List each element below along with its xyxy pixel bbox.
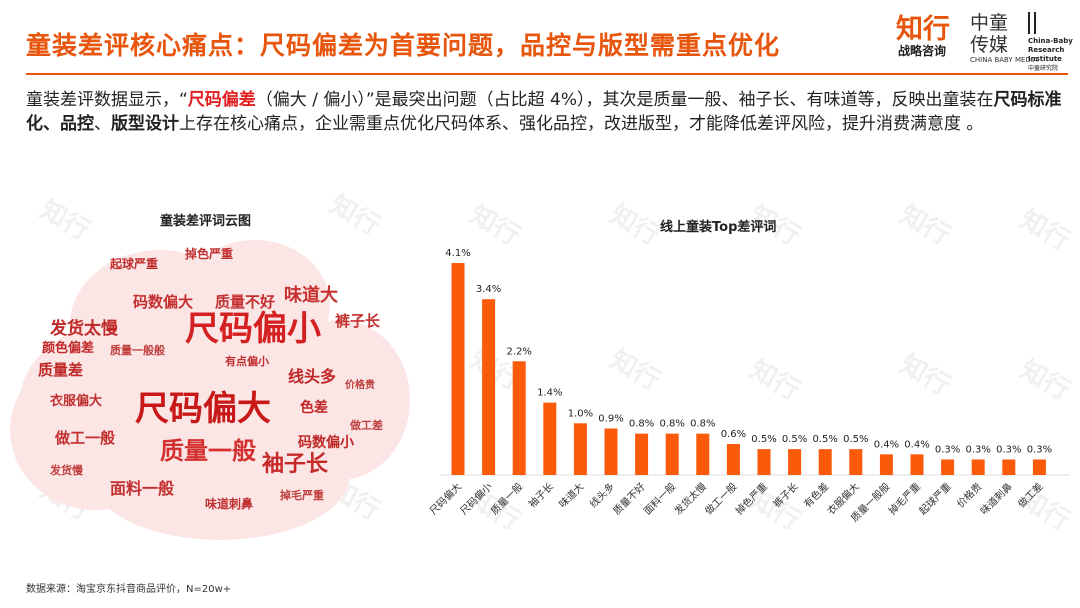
- data-label: 0.5%: [812, 434, 837, 445]
- category-label: 起球严重: [916, 480, 953, 517]
- bar: [696, 433, 710, 475]
- page-title: 童装差评核心痛点：尺码偏差为首要问题，品控与版型需重点优化: [26, 31, 781, 60]
- wordcloud-word: 质量一般: [160, 437, 256, 465]
- wordcloud-word: 发货慢: [50, 464, 83, 477]
- bar: [1002, 459, 1016, 475]
- category-label: 有色差: [801, 480, 831, 510]
- wordcloud-word: 尺码偏大: [135, 389, 271, 429]
- wordcloud: 尺码偏小尺码偏大质量一般 袖子长 码数偏大 质量不好 味道大发货太慢线头多 裤子长 掉色严重…: [10, 240, 410, 560]
- wordcloud-word: 掉毛严重: [280, 489, 324, 502]
- wordcloud-word: 味道大: [284, 285, 338, 306]
- wordcloud-word: 袖子长: [262, 452, 329, 477]
- chart-title: 线上童装Top差评词: [660, 220, 777, 235]
- category-label: 质量一般: [488, 480, 525, 517]
- wordcloud-word: 做工一般: [55, 429, 116, 447]
- wordcloud-word: 码数偏小: [298, 435, 354, 451]
- data-label: 0.8%: [629, 419, 654, 430]
- category-label: 袖子长: [526, 480, 556, 510]
- category-label: 尺码偏大: [427, 480, 464, 517]
- category-label: 做工差: [1015, 480, 1045, 510]
- wordcloud-word: 码数偏大: [133, 293, 194, 311]
- wordcloud-word: 味道刺鼻: [205, 497, 254, 511]
- bar-chart: 4.1% 尺码偏大 3.4% 尺码偏小 2.2% 质量一般 1.4% 袖子长 1.0% 味道大 0.…: [427, 248, 1070, 524]
- wordcloud-word: 起球严重: [110, 257, 159, 271]
- data-source: 数据来源：淘宝京东抖音商品评价，N=20w+: [26, 584, 232, 595]
- category-label: 裤子长: [770, 480, 800, 510]
- category-label: 尺码偏小: [457, 480, 494, 517]
- institute-logo: China-Baby Research Institute 中童研究院: [1028, 12, 1076, 73]
- data-label: 0.8%: [659, 419, 684, 430]
- bar: [941, 459, 955, 475]
- bar: [1032, 459, 1046, 475]
- bar: [512, 361, 526, 475]
- data-label: 0.9%: [598, 413, 623, 424]
- bar: [604, 428, 618, 475]
- data-label: 0.6%: [721, 429, 746, 440]
- category-label: 味道刺鼻: [977, 480, 1014, 517]
- bar: [788, 449, 802, 475]
- bar: [879, 454, 893, 475]
- wordcloud-word: 有点偏小: [225, 355, 269, 368]
- wordcloud-word: 裤子长: [335, 312, 381, 330]
- data-label: 0.4%: [874, 439, 899, 450]
- category-label: 做工一般: [702, 480, 739, 517]
- bar: [482, 299, 496, 475]
- bar: [757, 449, 771, 475]
- category-label: 掉色严重: [733, 480, 770, 517]
- wordcloud-word: 掉色严重: [185, 247, 234, 261]
- bar: [635, 433, 649, 475]
- bar: [849, 449, 863, 475]
- wordcloud-word: 发货太慢: [50, 319, 118, 339]
- data-label: 0.3%: [996, 444, 1021, 455]
- bar: [910, 454, 924, 475]
- bar: [726, 443, 740, 475]
- data-label: 0.4%: [904, 439, 929, 450]
- category-label: 掉毛严重: [886, 480, 923, 517]
- data-label: 0.5%: [782, 434, 807, 445]
- data-label: 0.3%: [965, 444, 990, 455]
- title-divider: [26, 73, 1068, 75]
- zhongtong-logo: 中童传媒 CHINA BABY MEDIA: [970, 12, 1038, 64]
- wordcloud-word: 尺码偏小: [185, 309, 321, 349]
- bar: [971, 459, 985, 475]
- wordcloud-word: 线头多: [288, 367, 337, 386]
- wordcloud-word: 色差: [300, 400, 328, 416]
- data-label: 1.4%: [537, 388, 562, 399]
- data-label: 2.2%: [506, 346, 531, 357]
- category-label: 价格贵: [954, 480, 984, 510]
- wordcloud-word: 衣服偏大: [50, 394, 103, 409]
- category-label: 质量不好: [611, 481, 648, 518]
- category-label: 味道大: [556, 480, 586, 510]
- wordcloud-word: 做工差: [350, 419, 383, 432]
- data-label: 0.5%: [843, 434, 868, 445]
- category-label: 发货太慢: [671, 480, 708, 517]
- wordcloud-word: 质量不好: [215, 293, 276, 311]
- zhixing-logo: 知行 战略咨询: [896, 14, 950, 59]
- bar: [665, 433, 679, 475]
- data-label: 3.4%: [476, 284, 501, 295]
- wordcloud-word: 颜色偏差: [42, 341, 95, 356]
- data-label: 0.3%: [1027, 444, 1052, 455]
- wordcloud-word: 质量一般般: [110, 344, 165, 357]
- data-label: 0.3%: [935, 444, 960, 455]
- data-label: 1.0%: [568, 408, 593, 419]
- wordcloud-title: 童装差评词云图: [160, 214, 252, 229]
- bar: [818, 449, 832, 475]
- category-label: 面料一般: [641, 480, 678, 517]
- data-label: 0.5%: [751, 434, 776, 445]
- wordcloud-word: 价格贵: [345, 380, 375, 391]
- data-label: 4.1%: [445, 248, 470, 259]
- wordcloud-word: 面料一般: [110, 479, 175, 498]
- bar: [543, 402, 557, 475]
- bar: [451, 263, 465, 475]
- data-label: 0.8%: [690, 419, 715, 430]
- summary-text: 童装差评数据显示，“尺码偏差（偏大 / 偏小）”是最突出问题（占比超 4%），其…: [26, 90, 1062, 134]
- wordcloud-word: 质量差: [38, 361, 84, 379]
- bar: [573, 423, 587, 475]
- category-label: 线头多: [587, 480, 617, 510]
